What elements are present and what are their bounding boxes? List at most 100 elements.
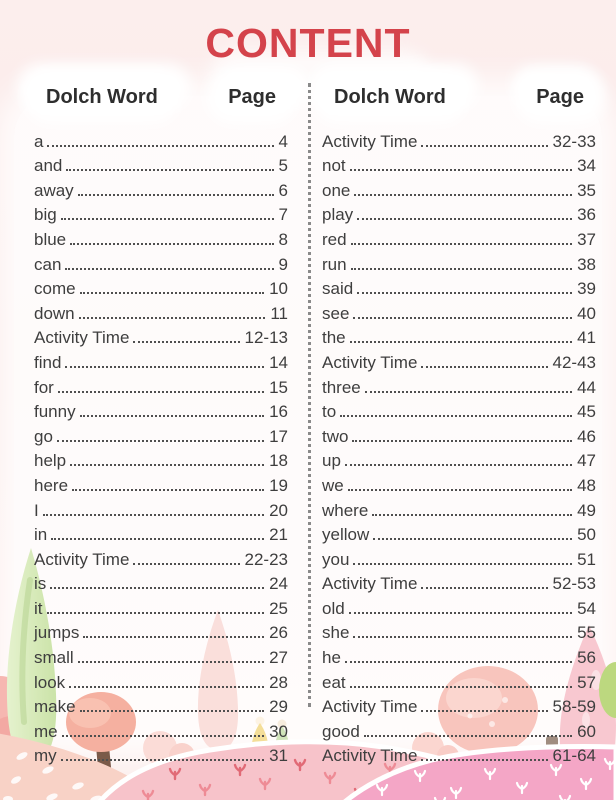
dotted-leader [70,464,265,467]
toc-page-number: 22-23 [244,549,288,569]
toc-word: old [322,598,345,618]
toc-word: Activity Time [322,352,418,372]
toc-word: find [34,352,62,372]
toc-row: big 7 [34,201,288,226]
dotted-leader [61,734,265,737]
toc-page-number: 16 [269,402,288,422]
dotted-leader [83,636,265,639]
toc-rows-right: Activity Time 32-33 not 34 one 35 play 3… [322,127,596,766]
dotted-leader [364,390,573,393]
toc-word: is [34,574,47,594]
green-leaf-illustration [599,662,616,718]
toc-word: play [322,205,354,225]
toc-row: here 19 [34,471,288,496]
toc-word: she [322,623,350,643]
toc-word: away [34,180,74,200]
toc-page-number: 42-43 [552,352,596,372]
toc-word: run [322,254,347,274]
toc-page-number: 54 [577,598,596,618]
toc-page-number: 10 [269,279,288,299]
toc-word: make [34,697,76,717]
dotted-leader [354,193,573,196]
toc-page-number: 36 [577,205,596,225]
toc-row: yellow 50 [322,521,596,546]
toc-page-number: 5 [278,156,288,176]
dotted-leader [349,341,573,344]
dotted-leader [344,661,573,664]
toc-row: Activity Time 12-13 [34,324,288,349]
toc-word: I [34,500,39,520]
toc-word: not [322,156,346,176]
toc-page-number: 47 [577,451,596,471]
column-header: Dolch Word Page [34,81,288,117]
toc-row: to 45 [322,398,596,423]
dotted-leader [349,169,573,172]
toc-row: down 11 [34,299,288,324]
toc-row: Activity Time 61-64 [322,742,596,767]
toc-row: run 38 [322,250,596,275]
toc-page-number: 17 [269,426,288,446]
landscape-illustration [0,548,616,800]
dotted-leader [66,169,274,172]
toc-row: for 15 [34,373,288,398]
page-header: Page [216,81,288,114]
page-header: Page [524,81,596,114]
toc-word: yellow [322,525,370,545]
toc-row: one 35 [322,176,596,201]
toc-word: eat [322,672,346,692]
toc-word: red [322,229,347,249]
toc-row: find 14 [34,348,288,373]
page-title: CONTENT [205,20,411,66]
dotted-leader [352,439,573,442]
toc-page-number: 45 [577,402,596,422]
dotted-leader [47,144,274,147]
dotted-leader [353,316,573,319]
dotted-leader [421,365,548,368]
toc-row: away 6 [34,176,288,201]
dotted-leader [133,562,240,565]
toc-row: Activity Time 22-23 [34,545,288,570]
toc-page-number: 18 [269,451,288,471]
dotted-leader [56,439,265,442]
toc-row: see 40 [322,299,596,324]
toc-row: is 24 [34,570,288,595]
toc-row: up 47 [322,447,596,472]
toc-page-number: 27 [269,648,288,668]
toc-row: and 5 [34,152,288,177]
toc-row: I 20 [34,496,288,521]
toc-row: in 21 [34,521,288,546]
toc-row: said 39 [322,275,596,300]
toc-page-number: 41 [577,328,596,348]
toc-word: go [34,426,53,446]
toc-page-number: 6 [278,180,288,200]
toc-row: three 44 [322,373,596,398]
toc-rows-left: a 4 and 5 away 6 big 7 blue 8 can 9 come… [34,127,288,766]
toc-row: jumps 26 [34,619,288,644]
dotted-leader [79,710,265,713]
dotted-leader [421,144,548,147]
dotted-leader [421,759,548,762]
toc-row: you 51 [322,545,596,570]
toc-row: where 49 [322,496,596,521]
dotted-leader [357,292,573,295]
toc-word: big [34,205,57,225]
toc-page-number: 50 [577,525,596,545]
toc-word: to [322,402,337,422]
toc-page-number: 34 [577,156,596,176]
toc-page-number: 30 [269,721,288,741]
dotted-leader [72,488,265,491]
toc-page-number: 15 [269,377,288,397]
toc-word: and [34,156,63,176]
toc-word: up [322,451,341,471]
toc-page-number: 46 [577,426,596,446]
toc-page-number: 4 [278,131,288,151]
toc-word: help [34,451,67,471]
toc-page-number: 55 [577,623,596,643]
toc-row: a 4 [34,127,288,152]
toc-word: said [322,279,354,299]
toc-word: he [322,648,341,668]
dotted-leader [344,464,573,467]
toc-row: make 29 [34,693,288,718]
toc-page-number: 44 [577,377,596,397]
